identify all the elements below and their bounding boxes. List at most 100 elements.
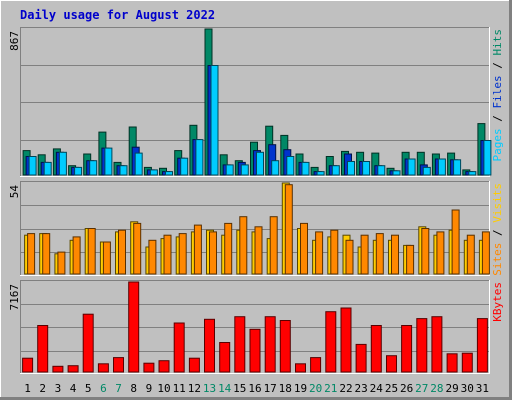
x-tick-label: 8 — [130, 382, 137, 395]
bar-sites-day-14 — [224, 222, 233, 275]
bar-kbytes-day-6 — [97, 363, 109, 373]
bar-kbytes-day-23 — [355, 343, 367, 373]
bar-kbytes-day-27 — [416, 318, 428, 373]
legend-text: Files — [491, 75, 504, 108]
bar-pages-day-4 — [74, 166, 83, 176]
bar-pages-day-25 — [392, 170, 401, 176]
bar-kbytes-day-12 — [188, 357, 200, 373]
bar-pages-day-13 — [210, 65, 219, 176]
bar-kbytes-day-25 — [386, 355, 397, 373]
bar-sites-day-6 — [102, 241, 111, 275]
legend-text: Sites — [491, 243, 504, 276]
bar-pages-day-3 — [58, 151, 67, 176]
x-tick-label: 2 — [39, 382, 46, 395]
x-tick-label: 30 — [461, 382, 474, 395]
bar-kbytes-day-26 — [401, 325, 413, 373]
bar-sites-day-21 — [330, 229, 339, 275]
x-tick-label: 24 — [370, 382, 384, 395]
bar-pages-day-14 — [225, 164, 234, 176]
bar-sites-day-26 — [406, 244, 415, 275]
x-tick-label: 29 — [445, 382, 458, 395]
x-tick-label: 23 — [354, 382, 367, 395]
y-max-label: 7167 — [8, 284, 21, 311]
x-tick-label: 27 — [415, 382, 428, 395]
bar-pages-day-9 — [149, 169, 158, 176]
bar-pages-day-22 — [347, 161, 355, 176]
bar-kbytes-day-1 — [22, 357, 34, 373]
bar-kbytes-day-21 — [325, 311, 337, 373]
bar-pages-day-28 — [437, 158, 446, 176]
bar-sites-day-29 — [451, 209, 460, 275]
bar-kbytes-day-20 — [310, 357, 322, 373]
legend-text: / — [491, 56, 504, 76]
bar-kbytes-day-15 — [234, 316, 246, 373]
y-max-label: 54 — [8, 185, 21, 199]
panel-kbytes: 7167 KBytes — [8, 280, 504, 374]
bar-pages-day-10 — [165, 171, 173, 176]
bar-kbytes-day-28 — [431, 316, 443, 373]
bar-pages-day-31 — [483, 140, 492, 176]
x-tick-label: 25 — [385, 382, 398, 395]
legend-text: / — [491, 223, 504, 243]
bar-pages-day-20 — [316, 171, 325, 176]
bar-sites-day-10 — [163, 234, 172, 275]
bar-sites-day-31 — [481, 231, 490, 275]
bar-pages-day-5 — [89, 160, 98, 176]
bar-sites-day-17 — [269, 216, 278, 275]
bar-sites-day-9 — [148, 239, 157, 275]
bar-pages-day-21 — [331, 165, 340, 176]
bar-pages-day-19 — [301, 161, 310, 176]
panel-hits-files-pages: 867 Pages / Files / Hits — [8, 27, 504, 177]
x-tick-label: 11 — [173, 382, 186, 395]
x-tick-label: 5 — [85, 382, 92, 395]
bar-sites-day-7 — [118, 229, 126, 275]
x-tick-label: 12 — [188, 382, 201, 395]
bar-kbytes-day-4 — [67, 365, 79, 373]
legend-visits-sites: Sites / Visits — [491, 183, 504, 276]
y-max-label: 867 — [8, 31, 21, 51]
legend-kbytes: KBytes — [491, 282, 504, 322]
bar-kbytes-day-31 — [476, 318, 488, 373]
bar-kbytes-day-2 — [37, 325, 49, 373]
x-tick-label: 26 — [400, 382, 413, 395]
x-tick-label: 3 — [55, 382, 62, 395]
bar-kbytes-day-8 — [128, 281, 140, 373]
bar-sites-day-12 — [193, 224, 202, 275]
bar-kbytes-day-22 — [340, 307, 352, 373]
x-tick-label: 16 — [248, 382, 261, 395]
x-tick-label: 21 — [324, 382, 337, 395]
x-tick-label: 19 — [294, 382, 307, 395]
bar-kbytes-day-13 — [204, 318, 215, 373]
bar-pages-day-12 — [195, 139, 204, 176]
x-tick-label: 20 — [309, 382, 322, 395]
bar-sites-day-1 — [27, 233, 36, 275]
x-tick-label: 7 — [115, 382, 122, 395]
bar-pages-day-7 — [119, 165, 128, 176]
bar-sites-day-19 — [300, 222, 308, 275]
bar-kbytes-day-24 — [370, 325, 382, 373]
x-axis-labels: 1 2 3 4 5 6 7 8 9 10 11 12 13 14 15 16 17 18 19 20 21 22 23 24 2… — [24, 382, 489, 395]
bar-kbytes-day-10 — [158, 360, 170, 373]
bar-sites-day-25 — [391, 234, 399, 275]
bar-pages-day-29 — [453, 159, 462, 176]
legend-text: / — [491, 109, 504, 129]
x-tick-label: 9 — [146, 382, 153, 395]
bar-sites-day-4 — [72, 236, 81, 275]
x-tick-label: 17 — [264, 382, 277, 395]
bar-pages-day-15 — [240, 164, 249, 176]
x-tick-label: 13 — [203, 382, 216, 395]
x-tick-label: 1 — [24, 382, 31, 395]
x-tick-label: 28 — [430, 382, 443, 395]
bar-pages-day-1 — [28, 156, 37, 176]
bar-sites-day-18 — [284, 184, 293, 275]
bar-sites-day-5 — [87, 228, 96, 275]
panel-visits-sites: 54 Sites / Visits — [8, 181, 504, 276]
bar-kbytes-day-16 — [249, 328, 261, 373]
bar-pages-day-24 — [377, 165, 386, 176]
bar-sites-day-3 — [57, 251, 66, 275]
bar-sites-day-22 — [345, 239, 354, 275]
bar-pages-day-18 — [286, 156, 295, 176]
bar-sites-day-20 — [315, 231, 324, 275]
bar-kbytes-day-17 — [264, 316, 276, 373]
bar-sites-day-24 — [375, 233, 384, 275]
